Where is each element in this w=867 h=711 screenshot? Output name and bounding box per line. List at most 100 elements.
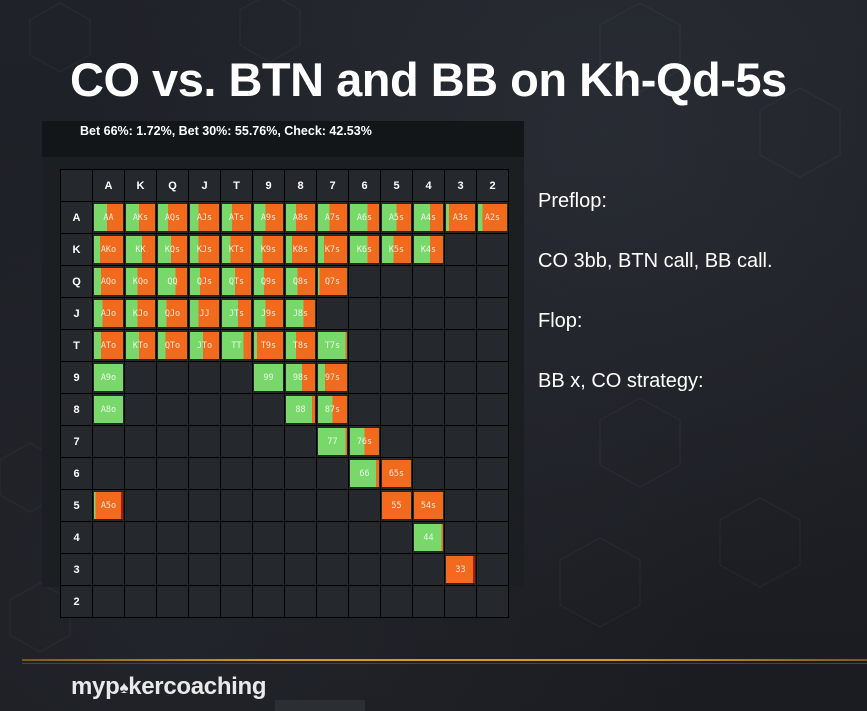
hand-cell-T2o[interactable] [221, 586, 253, 618]
hand-cell-98s[interactable]: 98s [285, 362, 317, 394]
hand-cell-A9o[interactable]: A9o [93, 362, 125, 394]
hand-cell-32o[interactable] [445, 586, 477, 618]
hand-cell-KTo[interactable]: KTo [125, 330, 157, 362]
hand-cell-J8s[interactable]: J8s [285, 298, 317, 330]
hand-cell-KQs[interactable]: KQs [157, 234, 189, 266]
hand-cell-AKo[interactable]: AKo [93, 234, 125, 266]
hand-cell-64o[interactable] [349, 522, 381, 554]
hand-cell-JTs[interactable]: JTs [221, 298, 253, 330]
hand-cell-75s[interactable] [381, 426, 413, 458]
hand-cell-Q4s[interactable] [413, 266, 445, 298]
hand-cell-QJo[interactable]: QJo [157, 298, 189, 330]
hand-cell-Q8s[interactable]: Q8s [285, 266, 317, 298]
hand-cell-Q6o[interactable] [157, 458, 189, 490]
hand-cell-A7o[interactable] [93, 426, 125, 458]
hand-cell-K3o[interactable] [125, 554, 157, 586]
hand-cell-J5o[interactable] [189, 490, 221, 522]
hand-cell-K7s[interactable]: K7s [317, 234, 349, 266]
hand-cell-K4o[interactable] [125, 522, 157, 554]
hand-cell-K5s[interactable]: K5s [381, 234, 413, 266]
hand-cell-T8s[interactable]: T8s [285, 330, 317, 362]
hand-cell-96o[interactable] [253, 458, 285, 490]
hand-cell-T6o[interactable] [221, 458, 253, 490]
hand-cell-86s[interactable] [349, 394, 381, 426]
hand-cell-83o[interactable] [285, 554, 317, 586]
hand-cell-T6s[interactable] [349, 330, 381, 362]
hand-cell-T2s[interactable] [477, 330, 509, 362]
hand-cell-QTs[interactable]: QTs [221, 266, 253, 298]
hand-cell-65s[interactable]: 65s [381, 458, 413, 490]
hand-cell-75o[interactable] [317, 490, 349, 522]
hand-cell-KJs[interactable]: KJs [189, 234, 221, 266]
hand-cell-72o[interactable] [317, 586, 349, 618]
hand-cell-52o[interactable] [381, 586, 413, 618]
hand-cell-AKs[interactable]: AKs [125, 202, 157, 234]
hand-cell-K9s[interactable]: K9s [253, 234, 285, 266]
hand-cell-T3o[interactable] [221, 554, 253, 586]
hand-cell-65o[interactable] [349, 490, 381, 522]
hand-cell-87s[interactable]: 87s [317, 394, 349, 426]
hand-cell-A7s[interactable]: A7s [317, 202, 349, 234]
hand-cell-K6s[interactable]: K6s [349, 234, 381, 266]
hand-cell-K3s[interactable] [445, 234, 477, 266]
hand-cell-J5s[interactable] [381, 298, 413, 330]
hand-cell-AQo[interactable]: AQo [93, 266, 125, 298]
hand-cell-K2s[interactable] [477, 234, 509, 266]
hand-cell-Q2o[interactable] [157, 586, 189, 618]
hand-cell-42s[interactable] [477, 522, 509, 554]
hand-cell-74o[interactable] [317, 522, 349, 554]
hand-cell-Q9o[interactable] [157, 362, 189, 394]
hand-cell-J4s[interactable] [413, 298, 445, 330]
hand-cell-JJ[interactable]: JJ [189, 298, 221, 330]
hand-cell-Q3s[interactable] [445, 266, 477, 298]
hand-cell-77[interactable]: 77 [317, 426, 349, 458]
hand-cell-Q5o[interactable] [157, 490, 189, 522]
hand-cell-A6o[interactable] [93, 458, 125, 490]
hand-cell-53o[interactable] [381, 554, 413, 586]
hand-cell-85s[interactable] [381, 394, 413, 426]
hand-cell-Q9s[interactable]: Q9s [253, 266, 285, 298]
hand-cell-76o[interactable] [317, 458, 349, 490]
hand-cell-A3s[interactable]: A3s [445, 202, 477, 234]
hand-cell-AQs[interactable]: AQs [157, 202, 189, 234]
hand-cell-82o[interactable] [285, 586, 317, 618]
hand-cell-Q8o[interactable] [157, 394, 189, 426]
hand-cell-T4s[interactable] [413, 330, 445, 362]
hand-cell-JTo[interactable]: JTo [189, 330, 221, 362]
hand-cell-J9s[interactable]: J9s [253, 298, 285, 330]
hand-cell-76s[interactable]: 76s [349, 426, 381, 458]
hand-cell-K8s[interactable]: K8s [285, 234, 317, 266]
hand-cell-84o[interactable] [285, 522, 317, 554]
hand-cell-22[interactable] [477, 586, 509, 618]
hand-cell-K4s[interactable]: K4s [413, 234, 445, 266]
hand-cell-Q6s[interactable] [349, 266, 381, 298]
hand-cell-KQo[interactable]: KQo [125, 266, 157, 298]
hand-cell-83s[interactable] [445, 394, 477, 426]
hand-cell-AA[interactable]: AA [93, 202, 125, 234]
hand-cell-KTs[interactable]: KTs [221, 234, 253, 266]
hand-cell-88[interactable]: 88 [285, 394, 317, 426]
hand-cell-ATo[interactable]: ATo [93, 330, 125, 362]
hand-cell-T5s[interactable] [381, 330, 413, 362]
hand-cell-J4o[interactable] [189, 522, 221, 554]
hand-cell-K9o[interactable] [125, 362, 157, 394]
hand-cell-QTo[interactable]: QTo [157, 330, 189, 362]
hand-cell-98o[interactable] [253, 394, 285, 426]
hand-cell-T7s[interactable]: T7s [317, 330, 349, 362]
hand-cell-94s[interactable] [413, 362, 445, 394]
hand-cell-T3s[interactable] [445, 330, 477, 362]
hand-cell-A6s[interactable]: A6s [349, 202, 381, 234]
hand-cell-J2s[interactable] [477, 298, 509, 330]
hand-cell-94o[interactable] [253, 522, 285, 554]
hand-cell-A2o[interactable] [93, 586, 125, 618]
hand-cell-J6o[interactable] [189, 458, 221, 490]
hand-cell-84s[interactable] [413, 394, 445, 426]
hand-cell-TT[interactable]: TT [221, 330, 253, 362]
hand-cell-A4o[interactable] [93, 522, 125, 554]
hand-cell-AJs[interactable]: AJs [189, 202, 221, 234]
hand-cell-J7o[interactable] [189, 426, 221, 458]
hand-cell-74s[interactable] [413, 426, 445, 458]
hand-cell-95o[interactable] [253, 490, 285, 522]
hand-cell-73s[interactable] [445, 426, 477, 458]
hand-cell-82s[interactable] [477, 394, 509, 426]
